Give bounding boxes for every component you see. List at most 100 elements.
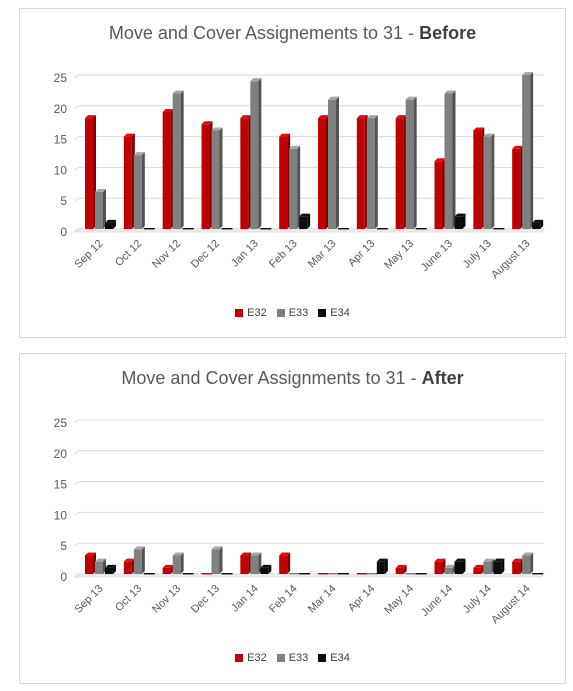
bar-e32 xyxy=(85,552,96,574)
legend-item-e32: E32 xyxy=(235,307,267,319)
chart-title: Move and Cover Assignments to 31 - After xyxy=(20,368,565,389)
gridline-depth xyxy=(74,105,79,110)
bar-e34 xyxy=(143,573,155,575)
bar-e33 xyxy=(366,573,378,575)
x-tick-label: Mar 13 xyxy=(306,238,339,271)
legend-swatch xyxy=(276,654,285,662)
bar-e34 xyxy=(532,573,544,575)
bar-e32 xyxy=(473,127,485,229)
bar-e34 xyxy=(182,573,194,575)
bar-e32 xyxy=(512,558,524,574)
bar-e34 xyxy=(260,228,272,230)
bar-e34 xyxy=(338,573,349,575)
bar-e33 xyxy=(133,546,145,574)
chart-legend: E32 E33 E34 xyxy=(20,307,565,319)
bar-e33 xyxy=(366,115,378,229)
gridline-depth xyxy=(74,74,79,79)
gridline-depth xyxy=(74,512,79,516)
bar-e32 xyxy=(162,564,174,574)
gridline-depth xyxy=(74,450,79,455)
chart-plot-before: 0 5 10 15 20 25 Sep 12 Oct 12 Nov 12 Dec 12 Jan 13… xyxy=(54,71,545,281)
legend-swatch xyxy=(318,654,327,662)
chart-title-emphasis: After xyxy=(421,368,464,388)
gridline-depth xyxy=(74,197,79,202)
bar-e34 xyxy=(454,558,466,574)
chart-title: Move and Cover Assignements to 31 - Befo… xyxy=(20,23,565,44)
bar-e33 xyxy=(328,96,339,229)
chart-panel-after: Move and Cover Assignments to 31 - After… xyxy=(19,353,566,684)
chart-plot-after: 0 5 10 15 20 25 Sep 13 Oct 13 Nov 13 Dec 13 Jan 14… xyxy=(54,416,545,626)
bar-e32 xyxy=(240,115,252,229)
bar-e33 xyxy=(211,127,223,229)
x-tick-label: June 13 xyxy=(419,238,455,274)
x-tick-label: Oct 12 xyxy=(113,238,144,269)
bar-e33 xyxy=(95,189,106,229)
y-tick-label: 20 xyxy=(54,102,68,116)
x-tick-label: Nov 12 xyxy=(150,238,183,271)
bar-e34 xyxy=(415,573,427,575)
y-tick-label: 5 xyxy=(60,539,67,553)
y-tick-label: 15 xyxy=(54,478,68,492)
chart-floor xyxy=(74,228,545,233)
x-tick-label: May 13 xyxy=(382,238,416,272)
x-tick-label: Jan 13 xyxy=(229,238,261,270)
gridline-depth xyxy=(74,542,79,547)
bar-e33 xyxy=(172,552,184,574)
bar-e34 xyxy=(454,213,466,229)
chart-title-prefix: Move and Cover Assignements to 31 - xyxy=(108,23,415,43)
x-tick-label: Dec 12 xyxy=(189,238,222,271)
legend-label: E33 xyxy=(288,652,309,664)
bar-e32 xyxy=(279,552,291,574)
bar-e32 xyxy=(434,158,446,229)
x-tick-label: Feb 14 xyxy=(267,583,300,616)
y-tick-label: 15 xyxy=(54,133,68,147)
x-tick-label: Nov 13 xyxy=(150,583,183,616)
bar-e34 xyxy=(493,558,505,574)
bar-e32 xyxy=(512,145,524,229)
legend-swatch xyxy=(235,654,244,662)
legend-label: E33 xyxy=(288,307,309,319)
x-tick-label: Jan 14 xyxy=(229,583,261,615)
bar-e32 xyxy=(395,564,407,574)
x-tick-label: Dec 13 xyxy=(189,583,222,616)
bar-e33 xyxy=(172,90,184,229)
chart-legend: E32 E33 E34 xyxy=(20,652,565,664)
bar-e33 xyxy=(211,546,223,574)
bar-e33 xyxy=(133,152,145,229)
bar-e32 xyxy=(240,552,252,574)
bar-e33 xyxy=(250,552,262,574)
bar-e33 xyxy=(483,133,495,229)
bar-e34 xyxy=(299,213,311,229)
bar-e34 xyxy=(493,228,505,230)
legend-swatch xyxy=(235,309,244,317)
chart-floor xyxy=(74,573,545,578)
bar-e32 xyxy=(356,573,368,575)
legend-label: E32 xyxy=(247,652,267,664)
bar-e34 xyxy=(221,573,233,575)
bar-e34 xyxy=(182,228,194,230)
bar-e32 xyxy=(201,121,213,229)
legend-item-e34: E34 xyxy=(318,652,350,664)
legend-label: E32 xyxy=(247,307,267,319)
bar-e32 xyxy=(162,108,174,229)
bar-e32 xyxy=(85,115,96,229)
x-tick-label: Sep 13 xyxy=(72,583,105,616)
y-tick-label: 0 xyxy=(60,225,67,239)
bar-e33 xyxy=(289,573,301,575)
bar-e33 xyxy=(289,145,301,229)
bar-e33 xyxy=(405,96,417,229)
y-tick-label: 20 xyxy=(54,447,68,461)
y-tick-label: 10 xyxy=(54,163,68,177)
bar-e33 xyxy=(522,552,534,574)
legend-swatch xyxy=(276,309,285,317)
x-tick-label: Mar 14 xyxy=(306,583,339,616)
legend-swatch xyxy=(318,309,327,317)
x-tick-label: Apr 14 xyxy=(346,583,377,614)
bar-e34 xyxy=(105,564,116,574)
x-tick-label: Apr 13 xyxy=(346,238,377,269)
chart-title-emphasis: Before xyxy=(419,23,477,43)
x-tick-label: June 14 xyxy=(419,583,455,619)
bar-e32 xyxy=(356,115,368,229)
bar-e33 xyxy=(444,90,456,229)
bar-e33 xyxy=(522,72,534,229)
